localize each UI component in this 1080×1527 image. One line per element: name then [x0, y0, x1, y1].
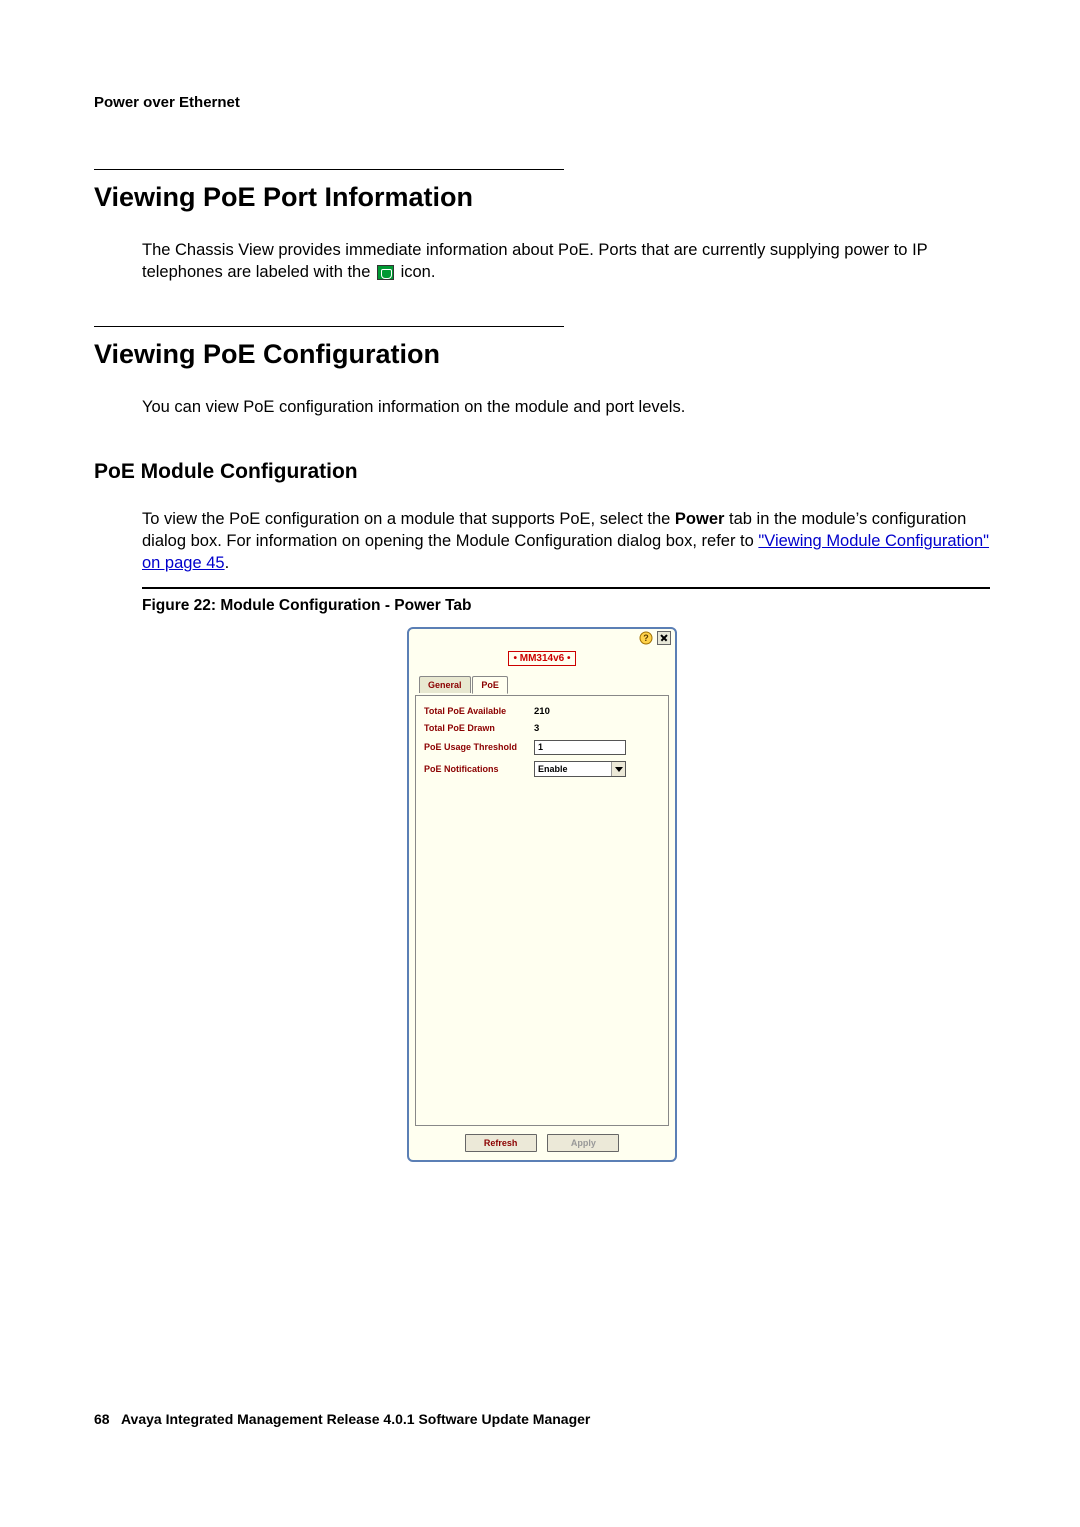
page-footer: 68 Avaya Integrated Management Release 4…	[94, 1411, 590, 1427]
sub-para-tail: .	[225, 554, 230, 572]
apply-button[interactable]: Apply	[547, 1134, 619, 1152]
tab-panel-poe: Total PoE Available 210 Total PoE Drawn …	[415, 696, 669, 1126]
section-rule	[94, 169, 564, 170]
select-notifications-value: Enable	[538, 764, 568, 774]
label-total-drawn: Total PoE Drawn	[424, 723, 534, 733]
page-number: 68	[94, 1411, 110, 1427]
section-rule-2	[94, 326, 564, 327]
module-name-text: MM314v6	[520, 653, 564, 664]
close-icon[interactable]	[657, 631, 671, 645]
module-config-dialog: ? • MM314v6 • General PoE Total PoE Avai…	[407, 627, 677, 1162]
sub-para-bold: Power	[675, 510, 725, 528]
subsection-paragraph: To view the PoE configuration on a modul…	[142, 508, 990, 575]
section1-paragraph: The Chassis View provides immediate info…	[142, 239, 990, 284]
svg-text:?: ?	[643, 633, 649, 643]
section1-title: Viewing PoE Port Information	[94, 182, 990, 213]
subsection-title: PoE Module Configuration	[94, 460, 990, 484]
row-total-available: Total PoE Available 210	[424, 706, 660, 717]
refresh-button[interactable]: Refresh	[465, 1134, 537, 1152]
figure-caption: Figure 22: Module Configuration - Power …	[142, 597, 990, 615]
section1-text-after: icon.	[401, 263, 436, 281]
running-header: Power over Ethernet	[94, 94, 990, 111]
section1-text-before: The Chassis View provides immediate info…	[142, 241, 927, 281]
label-total-available: Total PoE Available	[424, 706, 534, 716]
label-usage-threshold: PoE Usage Threshold	[424, 742, 534, 752]
value-total-available: 210	[534, 706, 550, 717]
dialog-buttons: Refresh Apply	[409, 1134, 675, 1152]
row-notifications: PoE Notifications Enable	[424, 761, 660, 777]
input-usage-threshold[interactable]	[534, 740, 626, 755]
chevron-down-icon	[611, 762, 625, 776]
tabs-row: General PoE	[409, 676, 675, 696]
label-notifications: PoE Notifications	[424, 764, 534, 774]
footer-text: Avaya Integrated Management Release 4.0.…	[121, 1411, 590, 1427]
module-name-wrap: • MM314v6 •	[409, 651, 675, 666]
help-icon[interactable]: ?	[639, 631, 653, 645]
row-total-drawn: Total PoE Drawn 3	[424, 723, 660, 734]
section2-paragraph: You can view PoE configuration informati…	[142, 396, 990, 418]
select-notifications[interactable]: Enable	[534, 761, 626, 777]
figure-rule	[142, 587, 990, 589]
tab-general[interactable]: General	[419, 676, 471, 693]
module-name: • MM314v6 •	[508, 651, 575, 666]
dialog-titlebar: ?	[409, 629, 675, 649]
tab-poe[interactable]: PoE	[472, 676, 508, 694]
sub-para-p1: To view the PoE configuration on a modul…	[142, 510, 675, 528]
value-total-drawn: 3	[534, 723, 539, 734]
section2-title: Viewing PoE Configuration	[94, 339, 990, 370]
row-usage-threshold: PoE Usage Threshold	[424, 740, 660, 755]
poe-phone-icon	[377, 265, 394, 280]
